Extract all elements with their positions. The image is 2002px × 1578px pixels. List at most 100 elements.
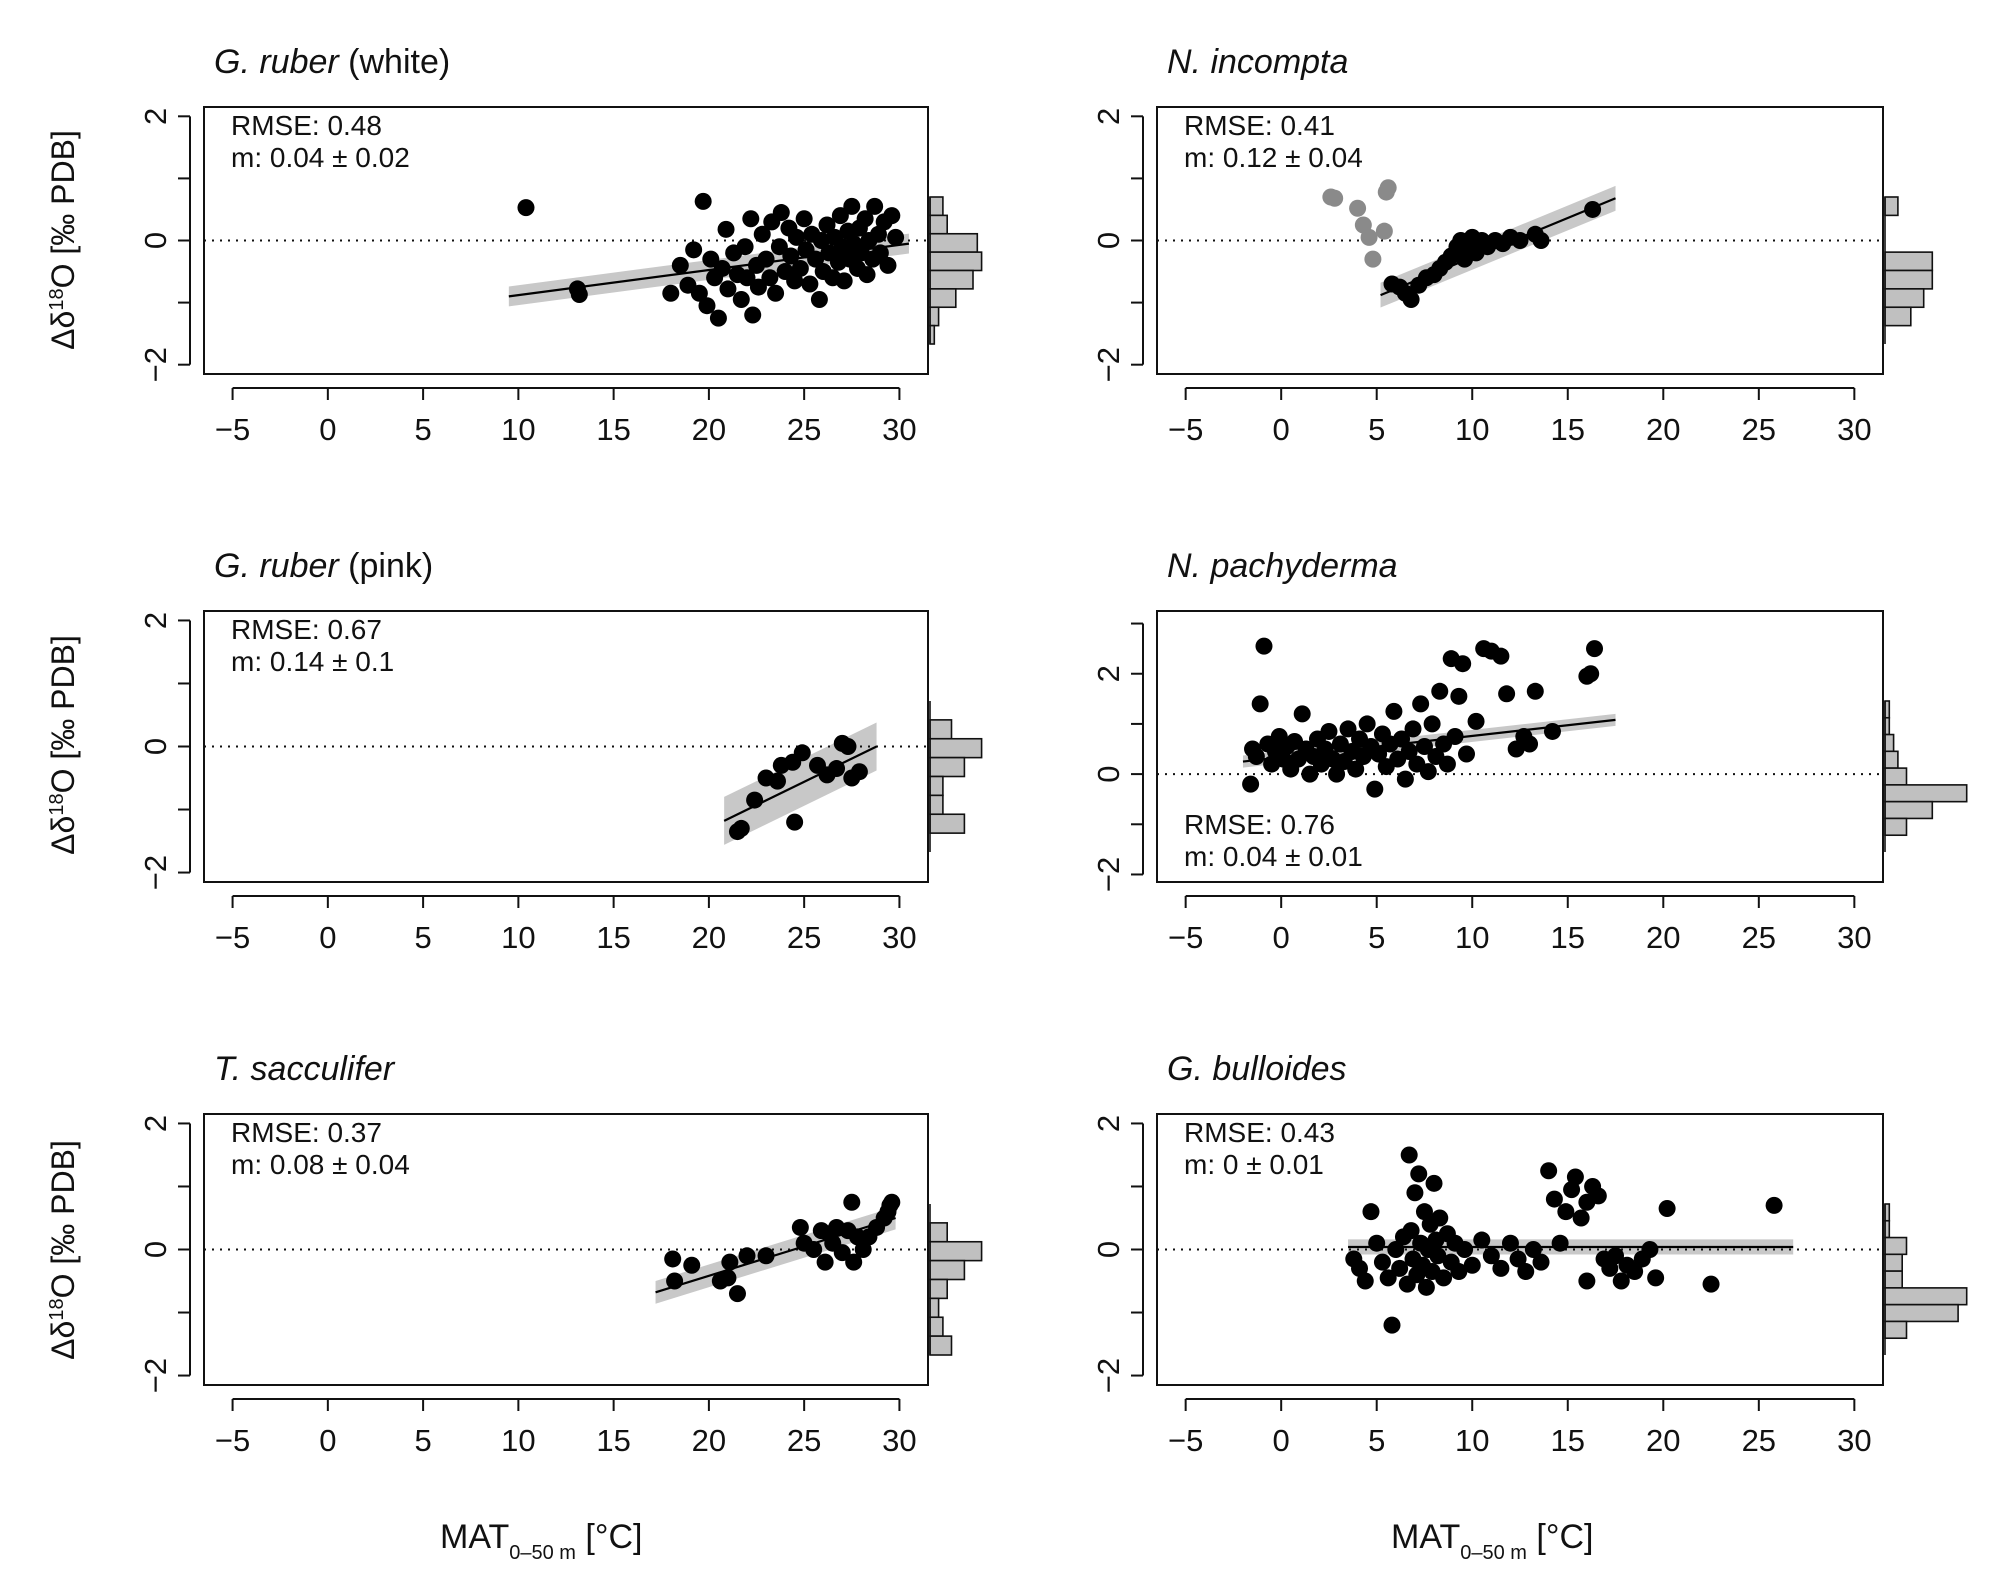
panel-title: T. sacculifer [214, 1050, 396, 1088]
panel-title-species: N. pachyderma [1167, 547, 1398, 585]
y-tick-label: −2 [138, 1358, 173, 1393]
data-point [833, 1244, 851, 1262]
histogram-bar [929, 196, 944, 217]
panel-title-species: G. ruber [214, 547, 340, 585]
x-tick-label: 20 [1646, 412, 1680, 447]
x-tick-label: 15 [596, 412, 630, 447]
histogram-bar [929, 1240, 983, 1262]
histogram-bar [929, 775, 944, 797]
x-tick-label: 30 [1837, 920, 1871, 955]
data-point [662, 284, 680, 302]
data-point [1454, 655, 1472, 673]
data-point [1492, 1259, 1510, 1277]
x-tick-label: 15 [596, 1423, 630, 1458]
data-point [845, 1253, 863, 1271]
plot-frame [1156, 610, 1884, 883]
x-tick-label: 20 [692, 412, 726, 447]
x-tick-label: 15 [1551, 920, 1585, 955]
x-tick-label: −5 [215, 1423, 250, 1458]
data-point [1521, 735, 1539, 753]
y-axis-title: Δδ18O [‰ PDB] [45, 635, 81, 855]
histogram-bar [1884, 1236, 1908, 1256]
y-tick-label: −2 [138, 347, 173, 382]
data-point [768, 772, 786, 790]
data-point [1765, 1196, 1783, 1214]
data-point [1387, 1241, 1405, 1258]
x-tick-label: 5 [414, 412, 431, 447]
histogram-bar [929, 719, 953, 740]
x-tick-label: 30 [882, 1423, 916, 1458]
data-point [1320, 722, 1338, 740]
excluded-point [1349, 199, 1367, 217]
data-point [1400, 1146, 1418, 1164]
x-tick-label: 30 [1837, 1423, 1871, 1458]
y-tick-label: −2 [1091, 347, 1126, 382]
data-point [1435, 1269, 1453, 1287]
data-point [1456, 1241, 1474, 1258]
data-point [856, 210, 874, 228]
data-point [1498, 685, 1516, 703]
chart-panel-1: G. ruber (white) RMSE: 0.48m: 0.04 ± 0.02… [138, 43, 983, 447]
data-point [1641, 1241, 1659, 1258]
x-tick-label: 10 [1455, 1423, 1489, 1458]
data-point [818, 216, 836, 234]
chart-panel-6: G. bulloides RMSE: 0.43m: 0 ± 0.01 −5 0 5 10 1… [1091, 1050, 1968, 1458]
data-point [1540, 1162, 1558, 1180]
y-axis-title-main: Δδ [45, 311, 81, 350]
y-tick-label: 0 [138, 232, 173, 249]
data-point [1467, 712, 1485, 730]
data-point [1366, 780, 1384, 798]
data-point [757, 250, 775, 268]
data-point [1458, 745, 1476, 763]
histogram-bar [1884, 269, 1934, 290]
data-point [719, 1269, 737, 1287]
panel-grid: G. ruber (white) RMSE: 0.48m: 0.04 ± 0.02… [138, 43, 1968, 1458]
y-axis-title: Δδ18O [‰ PDB] [45, 1140, 81, 1360]
data-point [1419, 763, 1437, 781]
x-tick-label: 25 [787, 412, 821, 447]
rmse-label: RMSE: 0.48 [231, 110, 382, 141]
y-axis-title-main: Δδ [45, 1321, 81, 1360]
x-tick-label: 15 [1551, 412, 1585, 447]
data-point [1412, 695, 1430, 713]
data-point [1339, 720, 1357, 738]
histogram-bar [929, 1259, 966, 1281]
data-point [839, 738, 857, 755]
data-point [1501, 1234, 1519, 1252]
histogram-bar [929, 1335, 953, 1356]
data-point [1545, 1190, 1563, 1208]
x-tick-label: 15 [1551, 1423, 1585, 1458]
data-point [1607, 1247, 1625, 1265]
histogram-bar [1884, 288, 1925, 309]
y-axis-title-rest: O [‰ PDB] [45, 1140, 81, 1298]
rmse-label: RMSE: 0.43 [1184, 1117, 1335, 1148]
x-tick-label: 10 [501, 1423, 535, 1458]
slope-label: m: 0.08 ± 0.04 [231, 1149, 410, 1180]
data-point [1402, 290, 1420, 308]
rmse-label: RMSE: 0.41 [1184, 110, 1335, 141]
data-point [1328, 765, 1346, 783]
plot-frame [1156, 106, 1884, 375]
data-point [1417, 1278, 1435, 1296]
y-tick-label: −2 [1091, 1358, 1126, 1393]
x-tick-label: −5 [215, 920, 250, 955]
histogram-bar [1884, 784, 1968, 803]
data-point [810, 290, 828, 308]
histogram-bar [929, 756, 966, 778]
data-point [1347, 760, 1365, 778]
data-point [812, 232, 830, 249]
data-point [883, 1193, 901, 1211]
data-point [721, 1253, 739, 1271]
histogram-bar [929, 794, 944, 816]
regression-line [1242, 718, 1616, 763]
x-axis-title: MAT0–50 m [°C] [1391, 1518, 1593, 1564]
regression-line [655, 1216, 896, 1294]
data-point [887, 228, 905, 246]
data-point [753, 225, 771, 243]
data-point [1532, 232, 1550, 249]
regression-line [723, 745, 878, 822]
data-point [1509, 1250, 1527, 1268]
x-tick-label: 20 [1646, 920, 1680, 955]
data-point [866, 197, 884, 215]
panel-title-variant: (pink) [339, 547, 433, 585]
